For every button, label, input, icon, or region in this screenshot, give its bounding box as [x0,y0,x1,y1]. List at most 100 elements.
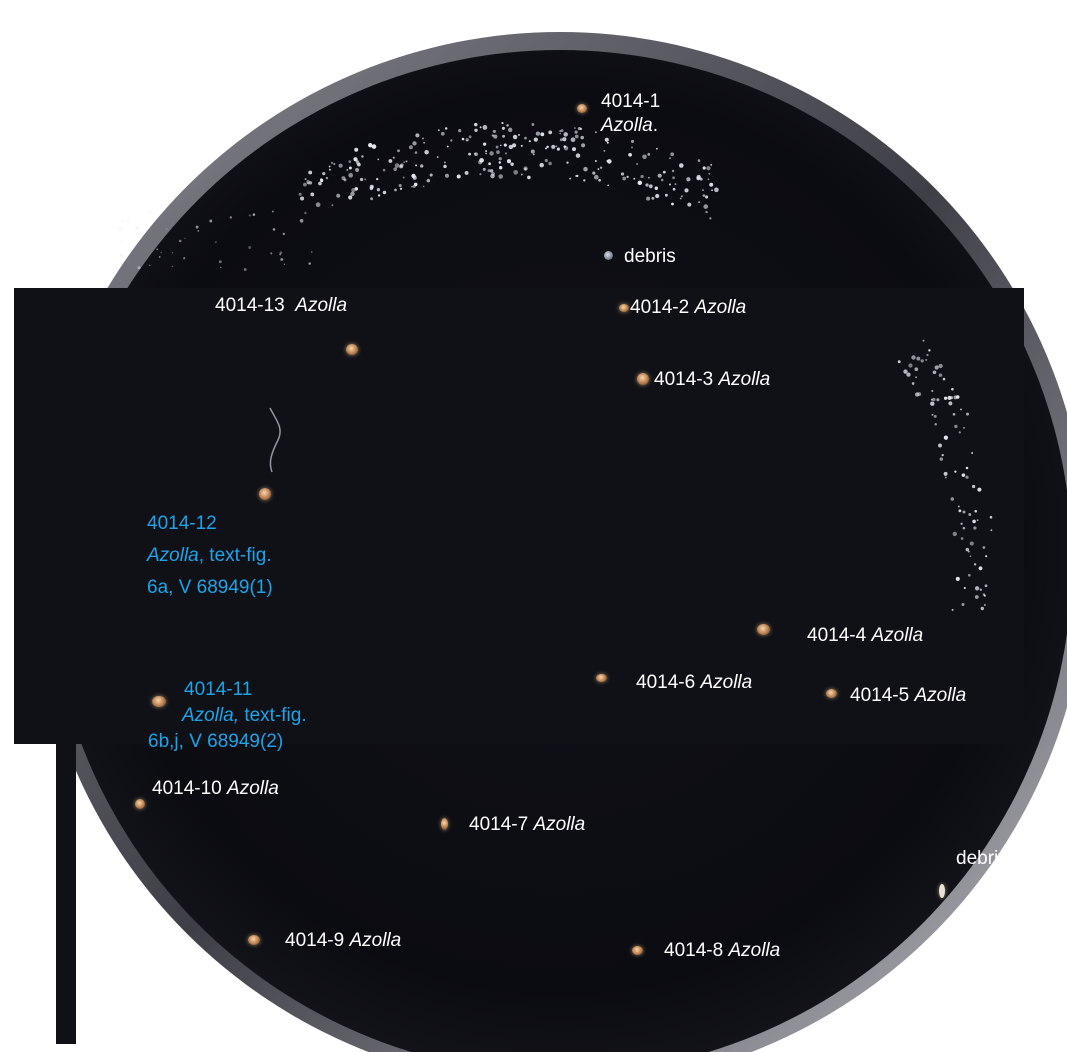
label-4014-1: 4014-1 Azolla. [601,90,660,138]
sediment-grain [985,555,988,558]
label-4014-7: 4014-7 Azolla [469,813,585,837]
label-4014-11-code: 4014-11 [184,679,253,700]
sediment-grain [646,196,651,201]
sediment-grain [961,473,966,477]
sediment-grain [353,157,358,162]
sediment-grain [705,210,708,214]
sediment-grain [218,260,222,264]
sediment-grain [593,174,599,180]
sediment-grain [197,229,200,232]
sediment-grain [318,181,322,186]
sediment-grain [597,168,600,171]
sediment-grain [328,168,331,171]
sediment-grain [382,190,387,195]
sediment-grain [948,401,953,406]
sediment-grain [932,370,937,375]
label-4014-12-code: 4014-12 [147,513,217,534]
sediment-grain [513,169,519,175]
sediment-grain [508,144,514,150]
sediment-grain [402,176,405,179]
sediment-grain [495,145,499,149]
sediment-grain [120,239,122,242]
sediment-grain [361,155,364,158]
sediment-grain [532,153,535,156]
sediment-grain [672,187,676,191]
sediment-grain [642,154,647,160]
sediment-grain [932,397,936,402]
sediment-grain [709,217,712,220]
sediment-grain [581,143,586,148]
sediment-grain [560,129,564,133]
label-4014-1-taxon: Azolla [601,115,653,136]
sediment-grain [492,129,496,133]
sediment-grain [215,241,217,243]
sediment-grain [299,219,304,223]
sediment-grain [183,257,186,260]
sediment-grain [178,239,182,243]
sediment-grain [640,174,644,179]
sediment-grain [320,178,323,182]
sediment-grain [348,160,352,163]
sediment-grain [702,166,706,170]
sediment-grain [209,219,213,223]
sediment-grain [377,194,381,197]
sediment-grain [952,531,957,537]
label-4014-8: 4014-8 Azolla [664,939,780,963]
specimen-4014-11 [152,696,166,707]
sediment-grain [963,586,966,590]
sediment-grain [574,130,578,134]
sediment-grain [370,197,374,201]
sediment-grain [308,262,311,265]
sediment-grain [422,137,424,140]
sediment-grain [350,191,355,197]
sediment-grain [307,182,310,185]
sediment-grain [300,196,305,201]
sediment-grain [668,183,672,186]
sediment-grain [338,163,343,168]
sediment-grain [369,184,374,189]
sediment-grain [569,177,572,180]
sediment-grain [160,251,163,254]
sediment-grain [559,132,562,135]
sediment-grain [897,360,901,364]
sediment-grain [938,373,943,377]
label-4014-11-fig: text-fig. [244,705,307,726]
sediment-grain [283,263,286,265]
sediment-grain [279,253,282,256]
label-4014-7-code: 4014-7 [469,814,529,835]
sediment-grain [965,466,969,470]
sediment-grain [545,147,547,150]
sediment-grain [710,163,713,166]
sediment-grain [563,146,569,151]
sediment-grain [503,143,507,147]
label-4014-2-code: 4014-2 [630,297,690,318]
sediment-grain [651,196,655,200]
sediment-grain [938,443,942,448]
sediment-grain [960,408,962,411]
sediment-grain [272,228,276,231]
sediment-grain [399,164,403,169]
sediment-grain [322,172,326,176]
sediment-grain [979,588,982,591]
sediment-grain [279,251,283,254]
sediment-grain [925,358,928,361]
sediment-grain [916,356,921,361]
sediment-grain [966,412,969,416]
sediment-grain [574,134,579,139]
sediment-grain [939,457,943,461]
sediment-grain [243,268,247,271]
sediment-grain [911,382,915,385]
sediment-grain [341,176,346,181]
sediment-grain [660,178,664,182]
label-4014-5: 4014-5 Azolla [850,684,966,708]
sediment-grain [482,167,486,171]
label-4014-10: 4014-10 Azolla [152,777,279,801]
sediment-grain [282,232,285,236]
sediment-grain [405,160,408,163]
sediment-grain [574,127,576,129]
sediment-grain [594,131,597,134]
sediment-grain [559,130,562,133]
sediment-grain [412,184,416,188]
sediment-grain [440,131,445,136]
sediment-grain [648,176,650,179]
